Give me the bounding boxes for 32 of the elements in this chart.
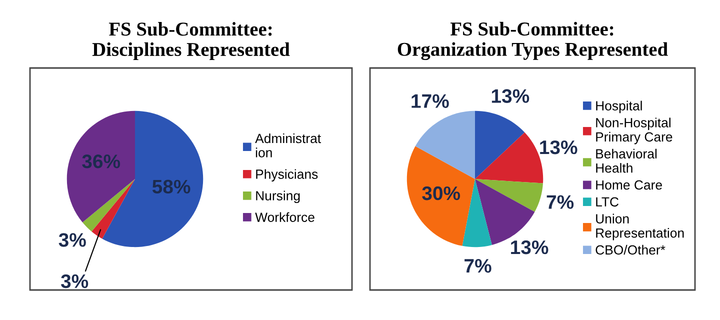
legend-label: Workforce (255, 212, 314, 222)
data-label: 7% (546, 195, 574, 209)
legend-label: Hospital (596, 100, 642, 114)
pie-slice (475, 110, 525, 179)
data-label: 36% (82, 154, 120, 168)
pie-slice (406, 146, 475, 246)
legend-label: Union Representation (596, 214, 684, 240)
data-label: 13% (540, 140, 578, 154)
pie-slice (66, 110, 135, 222)
legend-label: Nursing (256, 190, 300, 204)
pie-slice (82, 179, 135, 232)
legend-label: Administrat ion (255, 133, 321, 158)
data-label: 58% (152, 180, 190, 194)
data-label: 13% (492, 89, 530, 103)
data-label: 30% (422, 186, 460, 200)
legend-label: Physicians (256, 169, 318, 182)
legend-label: Non-Hospital Primary Care (596, 118, 672, 144)
pie-slice (462, 179, 492, 248)
chart-title: FS Sub-Committee: Disciplines Represented (92, 22, 290, 60)
legend-label: CBO/Other* (596, 244, 666, 255)
legend-label: Home Care (596, 180, 662, 190)
data-label: 7% (464, 259, 492, 273)
chart-title: FS Sub-Committee: Organization Types Represented (398, 22, 668, 60)
pie-slice (475, 179, 543, 212)
legend-label: LTC (596, 197, 619, 207)
data-label: 13% (511, 240, 548, 254)
data-label: 3% (58, 233, 86, 247)
legend-label: Behavioral Health (596, 148, 657, 173)
pie-slice (415, 110, 475, 179)
data-label: 3% (60, 274, 88, 288)
data-label: 17% (412, 94, 449, 108)
pie-slice (92, 179, 135, 239)
